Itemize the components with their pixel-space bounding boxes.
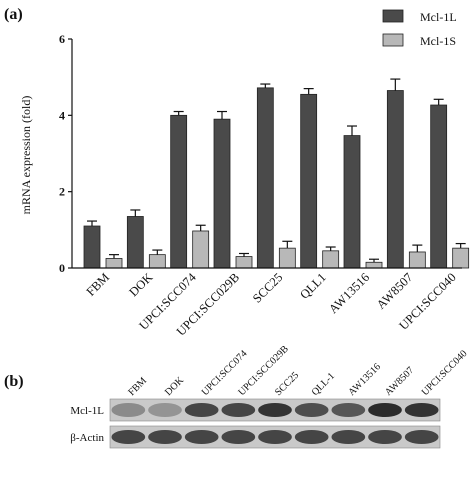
blot-band: [368, 429, 402, 445]
bar-mcl-1s-upciscc029b: [235, 256, 253, 269]
blot-band: [331, 402, 366, 418]
blot-lane-label: FBM: [126, 375, 149, 398]
blot-band: [331, 429, 366, 445]
bar-mcl-1l-dok: [126, 216, 144, 269]
blot-lane-label: DOK: [163, 374, 187, 398]
blot-band: [184, 429, 219, 445]
bar-mcl-1l-scc25: [256, 87, 274, 269]
bar-mcl-1s-qll1: [322, 250, 340, 269]
blot-row-label: β-Actin: [70, 432, 104, 444]
bar-mcl-1s-fbm: [105, 258, 123, 269]
legend-label: Mcl-1L: [420, 10, 457, 24]
bar-mcl-1l-upciscc029b: [213, 118, 231, 269]
bar-mcl-1s-scc25: [278, 247, 296, 269]
blot-band: [258, 429, 292, 445]
bar-mcl-1l-upciscc040: [430, 104, 448, 269]
blot-band: [404, 429, 439, 445]
legend: Mcl-1L Mcl-1S: [382, 9, 457, 48]
panel-label-b: (b): [4, 373, 24, 390]
bar-mcl-1l-qll1: [300, 93, 318, 269]
blot-lane-label: UPCI:SCC040: [420, 348, 470, 398]
panel-label-a: (a): [4, 6, 23, 23]
legend-swatch-mcl-1s: [382, 33, 404, 47]
x-tick-label: QLL1: [297, 270, 329, 302]
blot-band: [404, 402, 439, 418]
blot-band: [258, 402, 292, 418]
x-tick-label: DOK: [126, 270, 155, 299]
bar-mcl-1s-aw13516: [365, 261, 383, 269]
blot-band: [148, 429, 182, 445]
bar-mcl-1l-aw8507: [386, 90, 404, 269]
blot-band: [294, 429, 329, 445]
x-tick-label: AW8507: [374, 270, 416, 312]
blot-lane-label: AW8507: [383, 365, 416, 398]
y-tick-label: 0: [59, 261, 65, 275]
x-tick-label: SCC25: [250, 270, 285, 305]
bar-mcl-1l-fbm: [83, 225, 101, 269]
blot-band: [184, 402, 219, 418]
blot-band: [368, 402, 402, 418]
legend-label: Mcl-1S: [420, 34, 456, 48]
x-tick-label: FBM: [84, 270, 113, 299]
bar-mcl-1s-upciscc040: [452, 247, 470, 269]
bar-mcl-1l-upciscc074: [170, 114, 188, 269]
y-tick-label: 4: [59, 108, 65, 122]
bar-mcl-1s-dok: [148, 254, 166, 269]
blot-band: [221, 429, 256, 445]
blot-band: [148, 402, 182, 418]
blot-lane-label: SCC25: [273, 370, 301, 398]
blot-band: [221, 402, 256, 418]
blot-band: [111, 402, 146, 418]
y-tick-label: 6: [59, 32, 65, 46]
bar-mcl-1l-aw13516: [343, 135, 361, 269]
blot-band: [111, 429, 146, 445]
legend-swatch-mcl-1l: [382, 9, 404, 23]
y-tick-label: 2: [59, 185, 65, 199]
blot-row-label: Mcl-1L: [70, 405, 104, 417]
bar-mcl-1s-aw8507: [408, 251, 426, 269]
y-axis: 0 2 4 6: [59, 32, 73, 275]
y-axis-label: mRNA expression (fold): [19, 96, 33, 215]
blot-lane-label: AW13516: [346, 361, 383, 398]
blot-band: [294, 402, 329, 418]
blot-lane-label: QLL-1: [310, 371, 337, 398]
bars: [72, 78, 470, 269]
x-tick-label: AW13516: [326, 270, 372, 316]
bar-mcl-1s-upciscc074: [192, 230, 210, 269]
